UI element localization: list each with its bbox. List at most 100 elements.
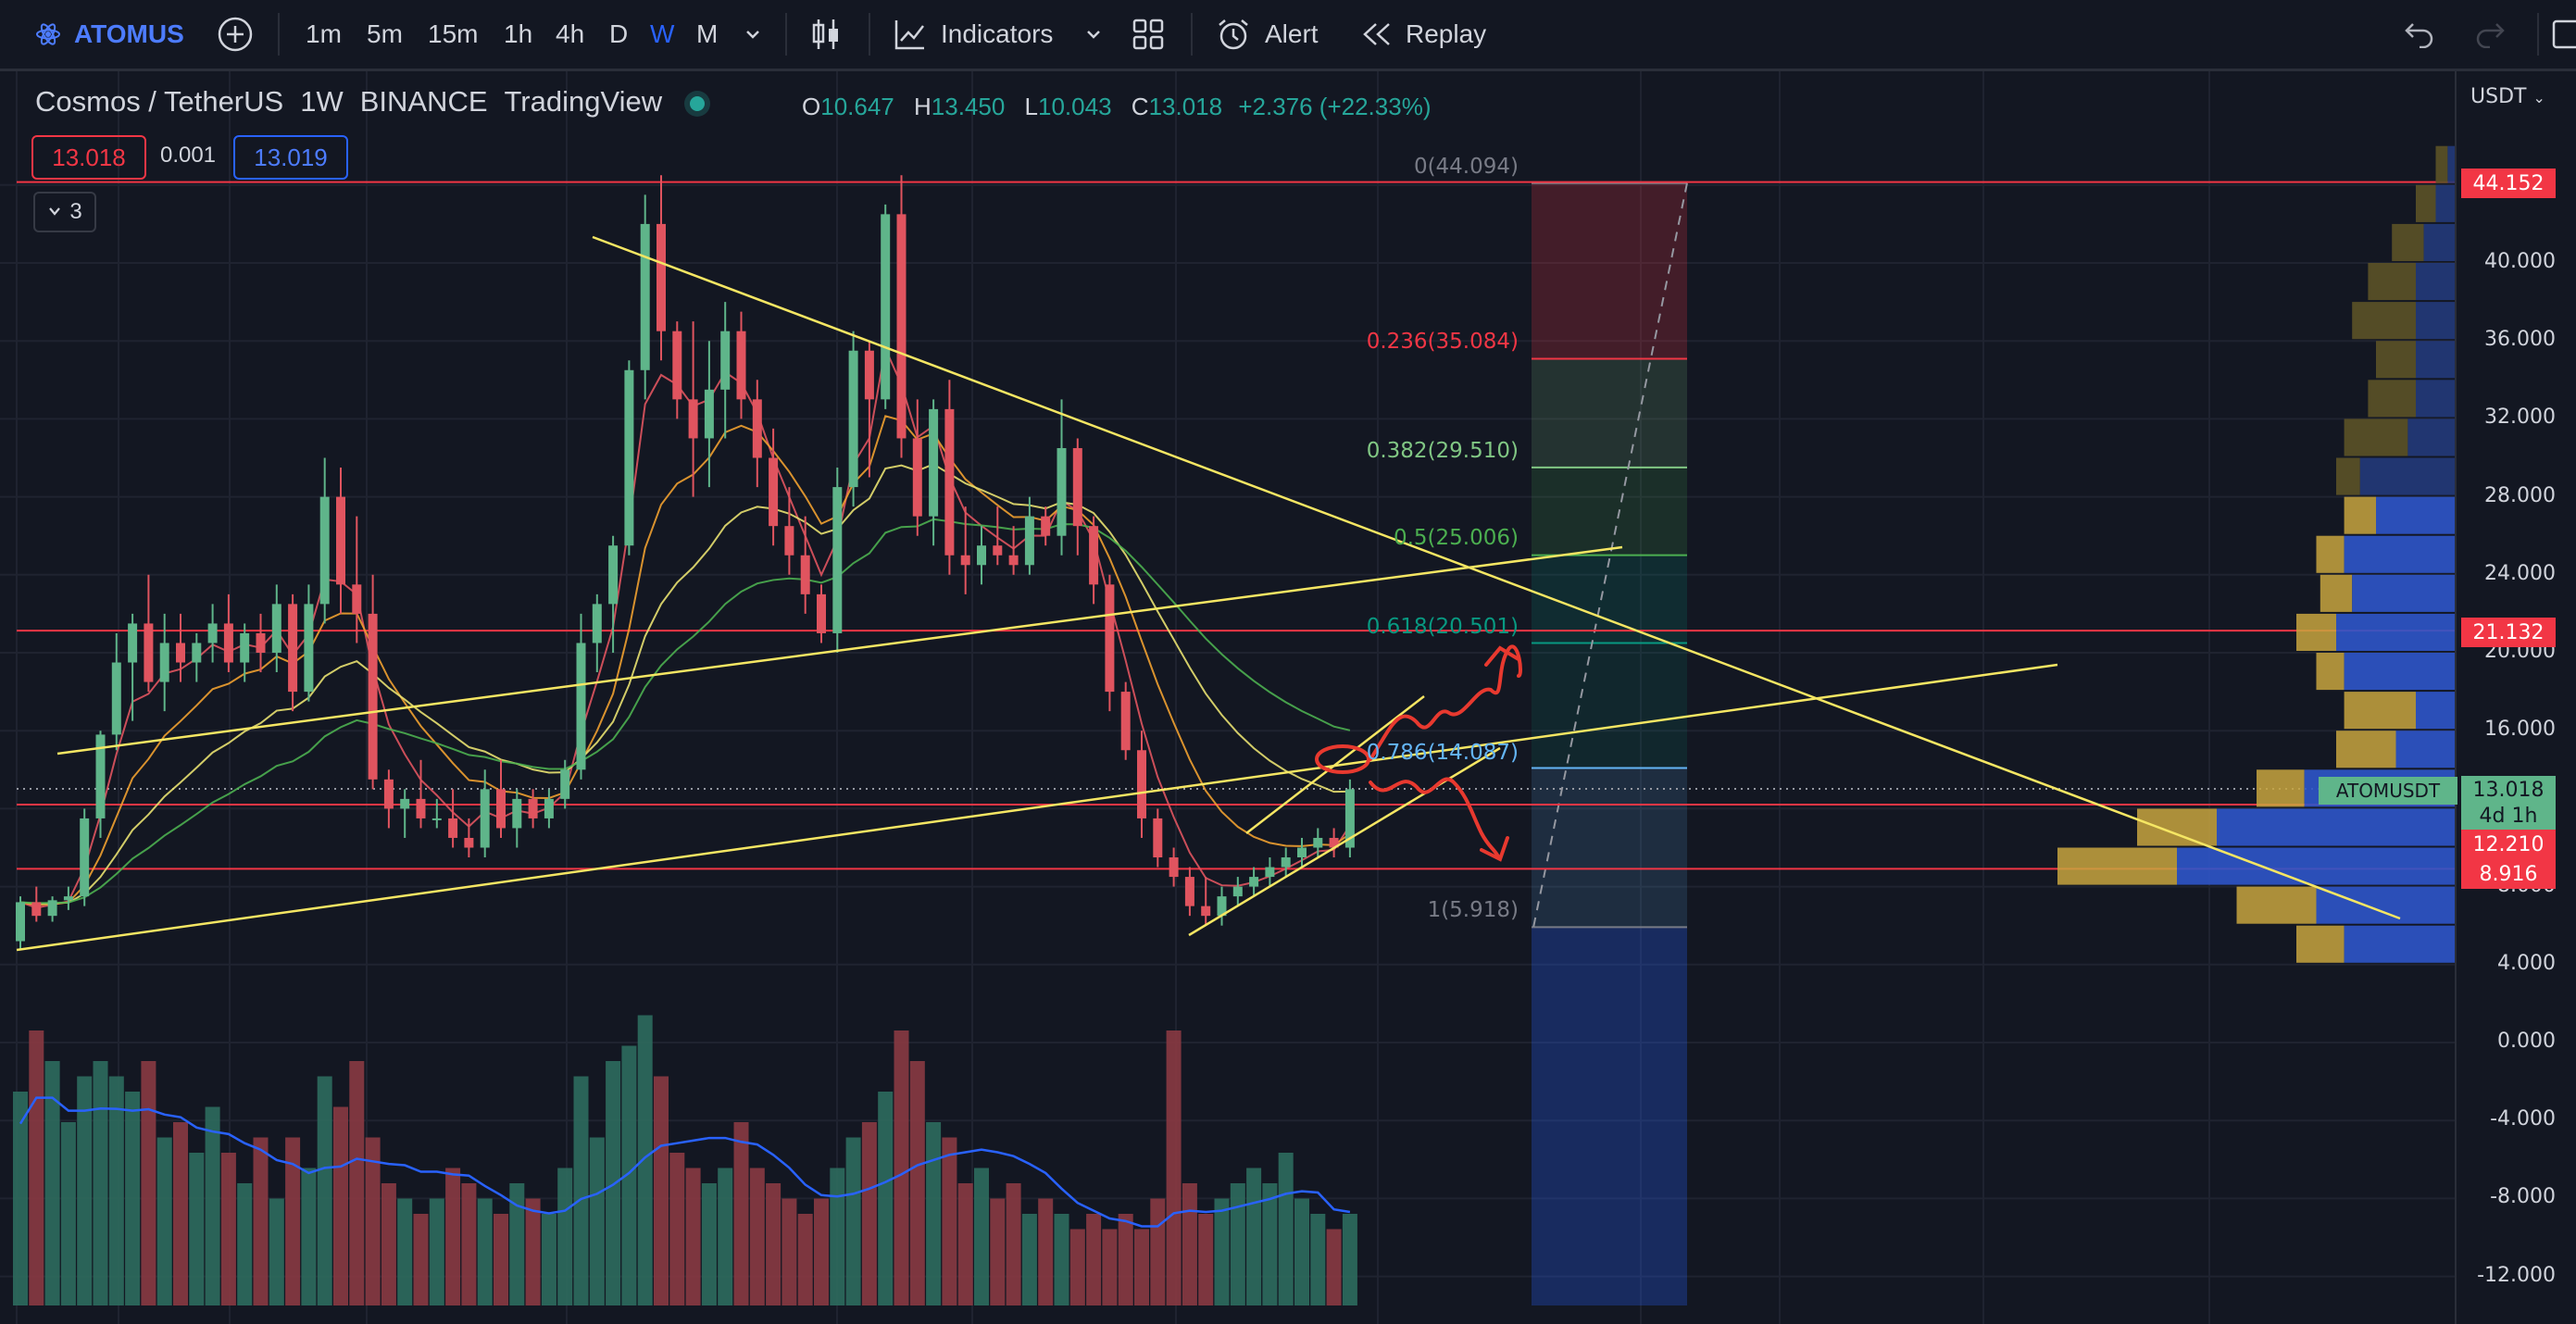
- candle-body: [977, 545, 986, 566]
- volume-profile-up: [2336, 613, 2456, 651]
- interval-label: 1h: [504, 19, 533, 48]
- volume-profile-down: [2336, 457, 2360, 495]
- currency-selector[interactable]: USDT ⌄: [2470, 85, 2545, 108]
- volume-bar: [845, 1137, 861, 1305]
- volume-profile-down: [2368, 380, 2416, 418]
- indicators-dropdown[interactable]: [1083, 0, 1104, 69]
- volume-bar: [494, 1214, 508, 1305]
- buy-button[interactable]: 13.019: [233, 135, 348, 180]
- candle: [192, 632, 202, 682]
- redo-icon: [2474, 20, 2506, 48]
- volume-bar: [125, 1092, 141, 1305]
- legend-interval: 1W: [300, 85, 344, 118]
- interval-4h[interactable]: 4h: [556, 0, 584, 69]
- fullscreen-button[interactable]: [2552, 0, 2576, 69]
- interval-d[interactable]: D: [609, 0, 628, 69]
- interval-dropdown[interactable]: [743, 0, 763, 69]
- sell-button[interactable]: 13.018: [31, 135, 146, 180]
- volume-bar: [1102, 1229, 1118, 1305]
- candle-body: [688, 399, 698, 439]
- undo-button[interactable]: [2404, 0, 2435, 69]
- volume-bar: [301, 1168, 317, 1305]
- symbol-search-button[interactable]: ATOMUS: [35, 0, 184, 69]
- candle: [1041, 506, 1051, 546]
- candle: [1249, 867, 1259, 897]
- compare-add-button[interactable]: [217, 0, 254, 69]
- volume-profile-down: [2320, 574, 2353, 612]
- candle: [993, 506, 1003, 566]
- candle: [769, 428, 779, 546]
- indicators-button[interactable]: Indicators: [893, 0, 1053, 69]
- price-tick-label: 40.000: [2484, 250, 2556, 273]
- price-tick-label: -4.000: [2490, 1107, 2556, 1131]
- volume-bar: [1326, 1229, 1342, 1305]
- candle-body: [31, 902, 42, 917]
- interval-w[interactable]: W: [650, 0, 674, 69]
- interval-label: 1m: [306, 19, 342, 48]
- volume-bar: [413, 1214, 429, 1305]
- undo-icon: [2404, 20, 2435, 48]
- candle-body: [704, 389, 714, 439]
- indicators-collapse-button[interactable]: 3: [33, 192, 96, 232]
- volume-bar: [797, 1214, 813, 1305]
- volume-profile-up: [2435, 184, 2456, 222]
- trend-line-ascending-upper: [56, 545, 1623, 756]
- level-tag-top: 44.152: [2461, 169, 2556, 198]
- candle: [944, 380, 955, 575]
- indicators-count: 3: [69, 199, 82, 224]
- symbol-price-label: ATOMUSDT: [2319, 777, 2457, 805]
- candle: [592, 593, 602, 673]
- candle-body: [111, 662, 121, 735]
- chart-type-button[interactable]: [809, 0, 843, 69]
- interval-15m[interactable]: 15m: [428, 0, 478, 69]
- candle: [528, 789, 538, 829]
- volume-bar: [1310, 1214, 1326, 1305]
- candle-body: [1169, 857, 1179, 878]
- level-tag-text: 8.916: [2479, 862, 2538, 886]
- volume-bar: [942, 1137, 957, 1305]
- volume-bar: [1262, 1183, 1278, 1305]
- legend-symbol-name[interactable]: Cosmos / TetherUS: [35, 85, 284, 118]
- volume-profile-down: [2435, 145, 2448, 183]
- redo-button[interactable]: [2474, 0, 2506, 69]
- candle: [1344, 779, 1355, 858]
- current-price-text: 13.018: [2472, 779, 2545, 802]
- alert-button[interactable]: Alert: [1215, 0, 1319, 69]
- volume-bar: [1342, 1214, 1357, 1305]
- rewind-icon: [1361, 20, 1393, 48]
- replay-button[interactable]: Replay: [1361, 0, 1486, 69]
- low-label: L: [1024, 93, 1039, 120]
- candle-body: [496, 789, 506, 829]
- volume-profile-up: [2416, 263, 2456, 301]
- interval-1m[interactable]: 1m: [306, 0, 342, 69]
- level-tag-text: 21.132: [2472, 620, 2545, 644]
- volume-bar: [814, 1198, 829, 1305]
- candle-body: [240, 632, 250, 663]
- candle-body: [431, 818, 442, 820]
- volume-profile-up: [2416, 692, 2456, 730]
- candle-body: [576, 643, 586, 770]
- fib-label-05: 0.5(25.006): [1241, 526, 1519, 550]
- candle: [1184, 867, 1194, 917]
- interval-m[interactable]: M: [696, 0, 718, 69]
- candle: [560, 759, 570, 809]
- volume-bar: [1278, 1153, 1294, 1305]
- volume-profile-down: [2344, 496, 2376, 534]
- templates-button[interactable]: [1132, 0, 1165, 69]
- divider: [2537, 13, 2539, 56]
- interval-5m[interactable]: 5m: [367, 0, 403, 69]
- currency-label: USDT: [2470, 85, 2527, 108]
- market-status-icon[interactable]: [690, 96, 706, 111]
- candle-body: [1329, 837, 1339, 848]
- candle: [176, 613, 185, 682]
- candle-body: [1232, 886, 1243, 897]
- volume-profile: [2057, 145, 2456, 963]
- candle-body: [817, 593, 826, 633]
- interval-1h[interactable]: 1h: [504, 0, 532, 69]
- price-tick-label: -12.000: [2477, 1263, 2556, 1287]
- candle-body: [560, 769, 570, 799]
- candle-body: [784, 526, 794, 556]
- candle-body: [416, 798, 426, 818]
- candle-body: [319, 496, 330, 605]
